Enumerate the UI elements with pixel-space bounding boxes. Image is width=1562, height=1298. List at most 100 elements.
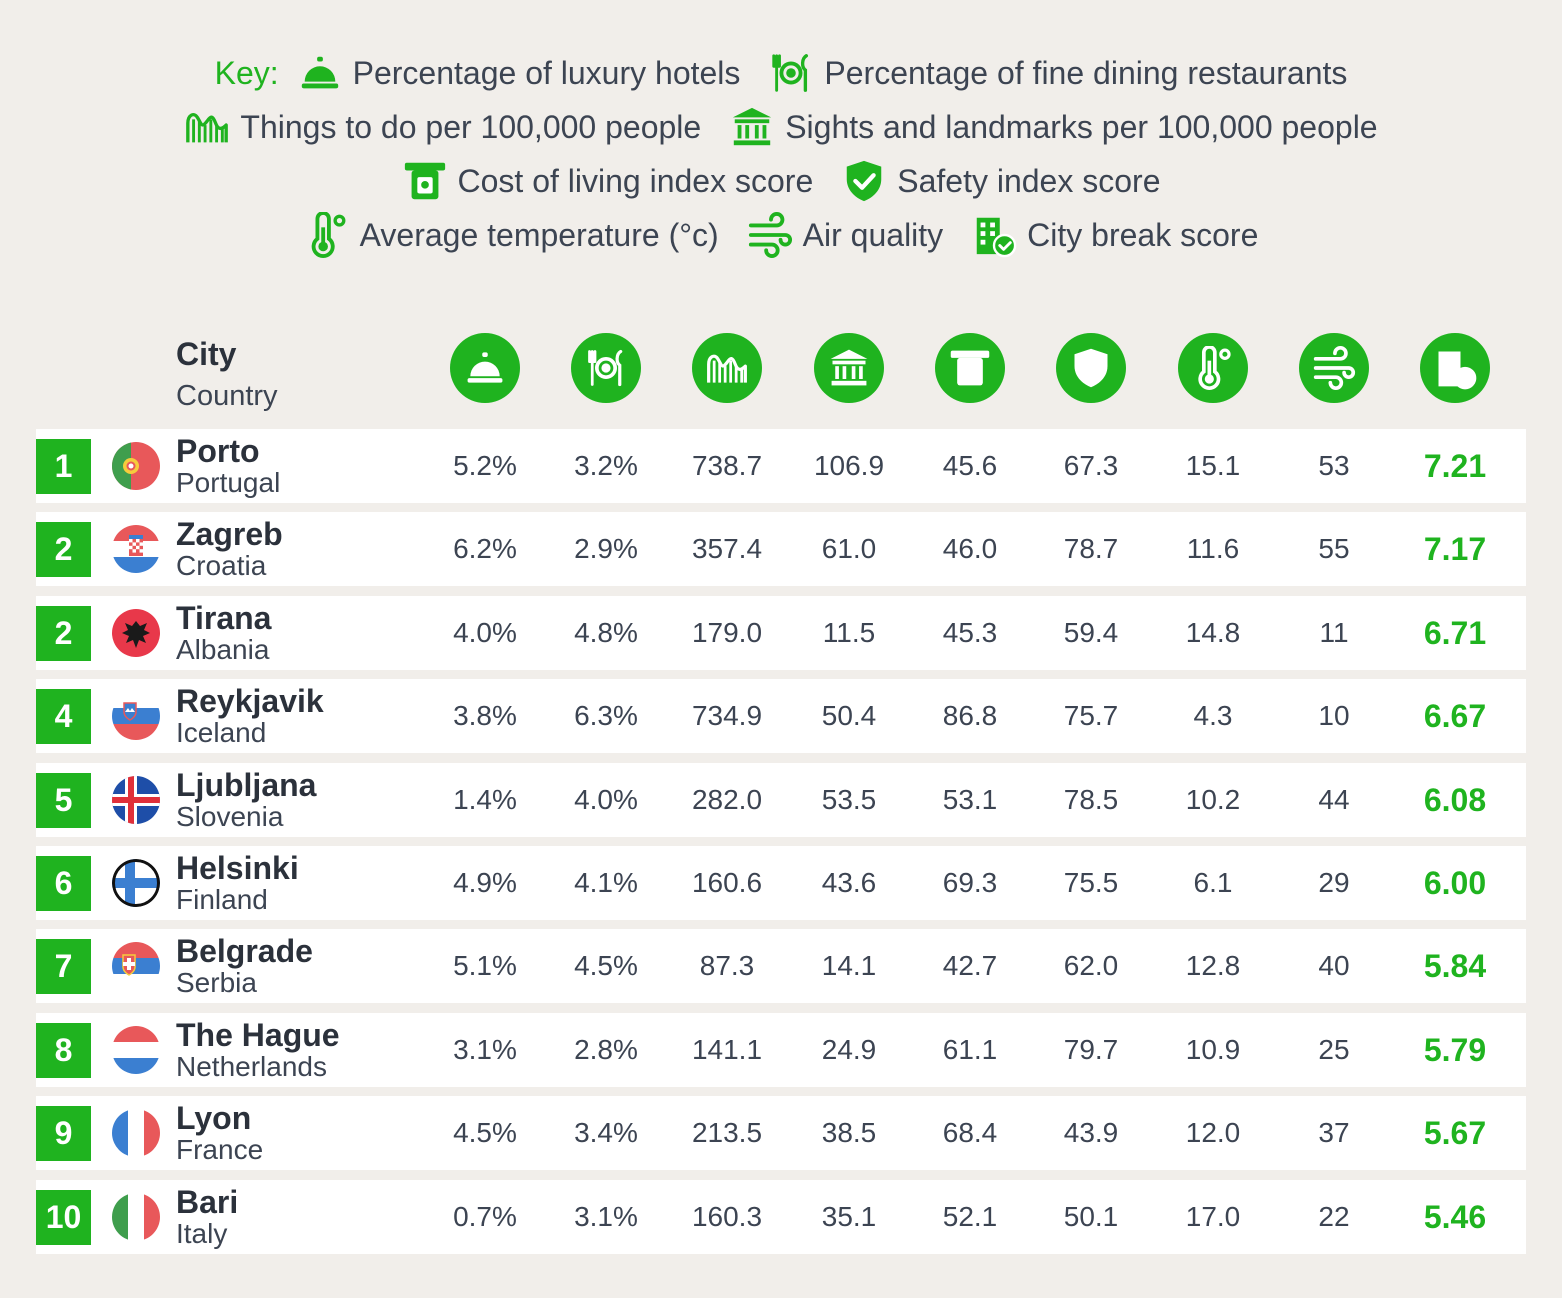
serbia-flag [112,942,160,990]
table-cell: 14.8 [1185,617,1241,648]
table-cell: 79.7 [1063,1034,1119,1065]
country-name: Netherlands [176,1051,327,1082]
rank-badge: 6 [36,856,91,911]
table-cell: 10.2 [1185,784,1241,815]
table-cell: 3.1% [453,1034,517,1065]
table-cell: 2.8% [574,1034,638,1065]
key-item-label: Cost of living index score [457,162,814,199]
key-item: Sights and landmarks per 100,000 people [729,104,1378,150]
key-item-label: Things to do per 100,000 people [240,108,702,145]
bell-icon [297,50,343,96]
city-name: Porto [176,433,260,469]
portugal-flag [112,442,160,490]
rank-badge: 4 [36,689,91,744]
atm-icon [402,158,448,204]
table-cell: 141.1 [691,1034,763,1065]
table-cell: 6.3% [574,700,638,731]
table-cell: 160.6 [691,867,763,898]
table-cell: 160.3 [691,1201,763,1232]
table-cell: 53.1 [942,784,998,815]
table-cell: 11 [1319,617,1349,648]
table-cell: 52.1 [942,1201,998,1232]
table-cell: 12.0 [1185,1117,1241,1148]
table-cell: 357.4 [691,533,763,564]
country-name: Croatia [176,550,267,581]
table-cell: 67.3 [1063,450,1119,481]
key-item-label: Percentage of luxury hotels [352,54,741,91]
country-name: Iceland [176,717,267,748]
city-break-score: 5.67 [1423,1114,1487,1151]
table-cell: 0.7% [453,1201,517,1232]
rank-badge: 9 [36,1106,91,1161]
rollercoaster-icon [692,333,762,403]
table-cell: 3.4% [574,1117,638,1148]
rank-badge: 2 [36,606,91,661]
thermometer-icon [1178,333,1248,403]
table-cell: 24.9 [821,1034,877,1065]
table-cell: 78.7 [1063,533,1119,564]
table-cell: 75.7 [1063,700,1119,731]
city-name: Tirana [176,600,272,636]
table-row: 5 Ljubljana Slovenia 1.4% 4.0% 282.0 53.5 53.1 7… [36,763,1526,837]
key-item: Percentage of luxury hotels [297,50,741,96]
table-cell: 738.7 [691,450,763,481]
city-name: The Hague [176,1017,340,1053]
building-check-icon [1420,333,1490,403]
table-cell: 4.5% [574,950,638,981]
country-name: Portugal [176,467,281,498]
country-name: Italy [176,1218,228,1249]
table-cell: 5.1% [453,950,517,981]
table-row: 2 Tirana Albania 4.0% 4.8% 179.0 11.5 45.3 59.4 1… [36,596,1526,670]
table-cell: 22 [1318,1201,1350,1232]
table-cell: 37 [1318,1117,1350,1148]
rank-badge: 1 [36,439,91,494]
table-cell: 12.8 [1185,950,1241,981]
table-cell: 62.0 [1063,950,1119,981]
city-break-score: 6.67 [1423,697,1487,734]
thermometer-icon [304,212,350,258]
table-cell: 3.1% [574,1201,638,1232]
table-cell: 53.5 [821,784,877,815]
table-cell: 11.6 [1186,533,1240,564]
table-cell: 43.6 [821,867,877,898]
city-break-score: 6.00 [1423,864,1487,901]
table-cell: 2.9% [574,533,638,564]
country-name: Albania [176,634,270,665]
key-line: Key: Percentage of luxury hotels Percentag… [0,46,1562,100]
key-item: Average temperature (°c) [304,212,719,258]
table-cell: 282.0 [691,784,763,815]
table-cell: 50.1 [1063,1201,1119,1232]
table-cell: 78.5 [1063,784,1119,815]
table-cell: 106.9 [813,450,885,481]
table-cell: 11.5 [822,617,876,648]
shield-icon [1056,333,1126,403]
country-column-header: Country [176,380,278,412]
table-cell: 44 [1318,784,1350,815]
albania-flag [112,609,160,657]
key-item-label: Air quality [802,216,944,253]
city-name: Helsinki [176,850,299,886]
landmark-icon [729,104,775,150]
city-name: Lyon [176,1100,252,1136]
table-cell: 87.3 [699,950,755,981]
key-item: Safety index score [841,158,1160,204]
table-cell: 40 [1318,950,1350,981]
table-cell: 4.1% [574,867,638,898]
france-flag [112,1109,160,1157]
table-cell: 15.1 [1185,450,1241,481]
table-cell: 4.9% [453,867,517,898]
italy-flag [112,1193,160,1241]
table-cell: 53 [1318,450,1350,481]
croatia-flag [112,525,160,573]
key-item-label: Sights and landmarks per 100,000 people [785,108,1378,145]
table-cell: 61.1 [942,1034,998,1065]
rank-badge: 2 [36,522,91,577]
city-column-header: City [176,336,237,372]
key-item-label: City break score [1027,216,1259,253]
atm-icon [935,333,1005,403]
table-row: 6 Helsinki Finland 4.9% 4.1% 160.6 43.6 69.3 75.… [36,846,1526,920]
city-break-score: 5.79 [1423,1031,1487,1068]
table-cell: 45.6 [942,450,998,481]
table-cell: 68.4 [942,1117,998,1148]
building-check-icon [971,212,1017,258]
